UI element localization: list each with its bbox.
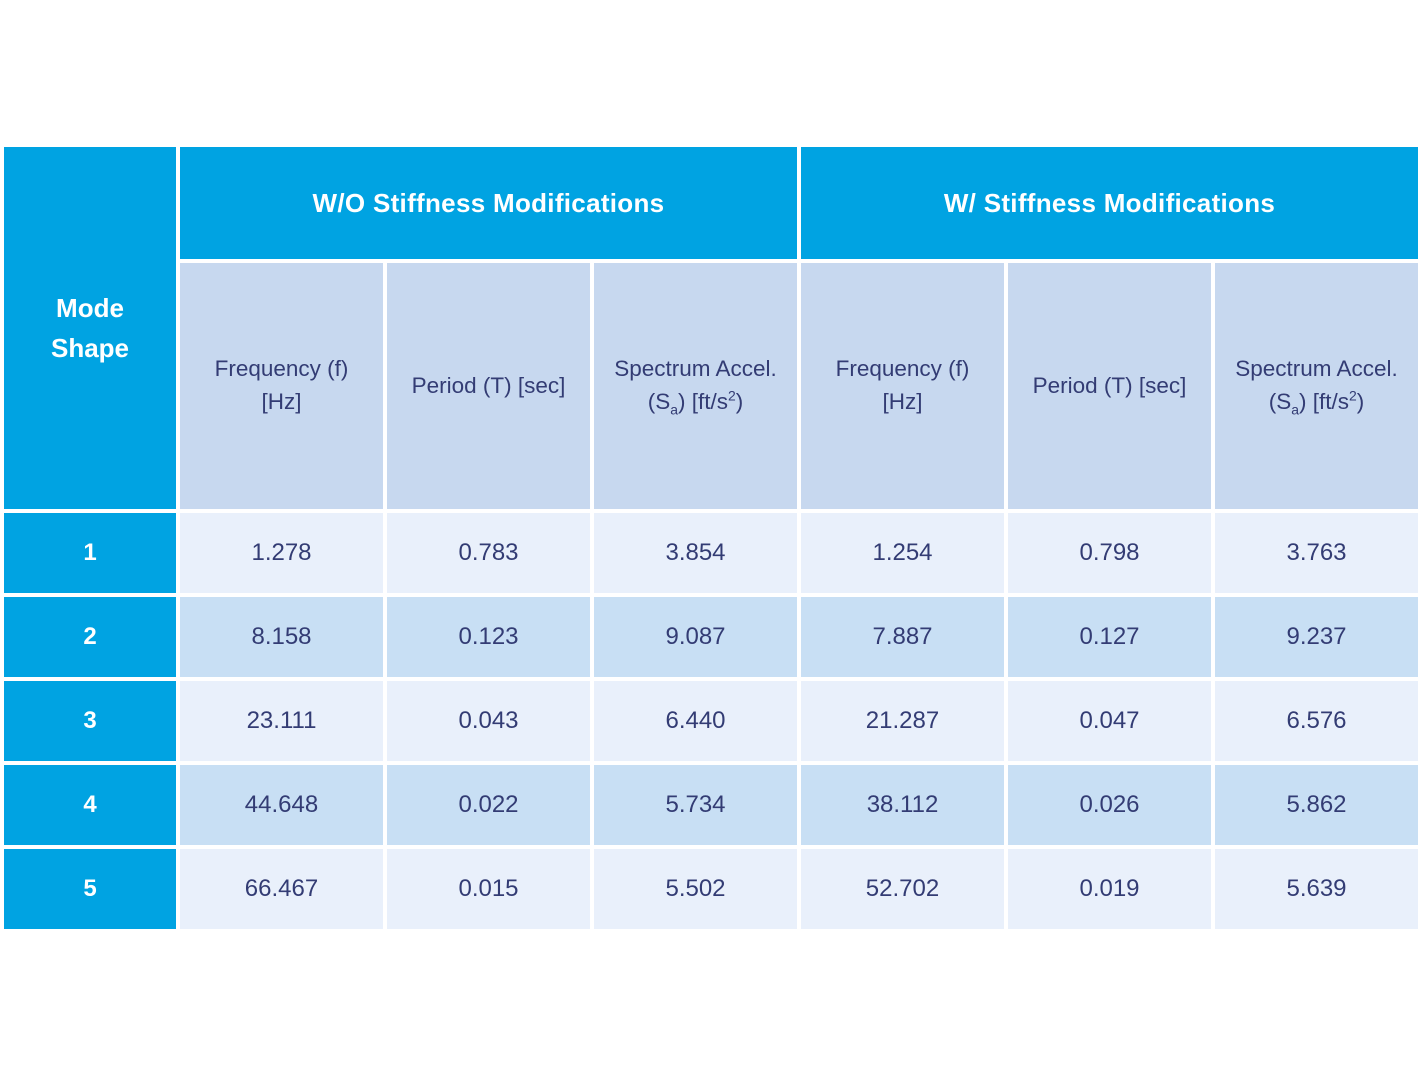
mode-cell: 5 (4, 849, 176, 929)
label-line: Frequency (f) (835, 356, 970, 382)
value-cell: 5.734 (594, 765, 797, 845)
corner-header-mode-shape: Mode Shape (4, 147, 176, 509)
value-cell: 44.648 (180, 765, 383, 845)
label-part: (S (1268, 389, 1292, 414)
col-header-frequency-wo: Frequency (f) [Hz] (180, 263, 383, 509)
label-line-unit: (Sa) [ft/s2) (594, 386, 797, 419)
mode-cell: 3 (4, 681, 176, 761)
value-cell: 23.111 (180, 681, 383, 761)
label-part: (S (647, 389, 671, 414)
value-cell: 3.763 (1215, 513, 1418, 593)
label-part: ) (735, 389, 744, 414)
label-line-unit: (Sa) [ft/s2) (1215, 386, 1418, 419)
table-row: 3 23.111 0.043 6.440 21.287 0.047 6.576 (4, 681, 1418, 761)
value-cell: 0.783 (387, 513, 590, 593)
value-cell: 9.087 (594, 597, 797, 677)
col-header-spectrum-w: Spectrum Accel. (Sa) [ft/s2) (1215, 263, 1418, 509)
group-header-row: Mode Shape W/O Stiffness Modifications W… (4, 147, 1418, 509)
value-cell: 6.576 (1215, 681, 1418, 761)
label-line: [Hz] (261, 389, 302, 414)
value-cell: 0.798 (1008, 513, 1211, 593)
group-header-with-mods: W/ Stiffness Modifications (801, 147, 1418, 259)
value-cell: 5.639 (1215, 849, 1418, 929)
value-cell: 7.887 (801, 597, 1004, 677)
table-row: 1 1.278 0.783 3.854 1.254 0.798 3.763 (4, 513, 1418, 593)
value-cell: 0.047 (1008, 681, 1211, 761)
col-header-frequency-w: Frequency (f) [Hz] (801, 263, 1004, 509)
value-cell: 0.127 (1008, 597, 1211, 677)
label-line: Period (T) [sec] (411, 372, 566, 398)
label-line: Spectrum Accel. (614, 356, 777, 382)
col-header-period-wo: Period (T) [sec] (387, 263, 590, 509)
table-row: 2 8.158 0.123 9.087 7.887 0.127 9.237 (4, 597, 1418, 677)
squared-superscript: 2 (728, 387, 736, 404)
squared-superscript: 2 (1349, 387, 1357, 404)
value-cell: 5.502 (594, 849, 797, 929)
value-cell: 0.043 (387, 681, 590, 761)
value-cell: 0.123 (387, 597, 590, 677)
label-line: Spectrum Accel. (1235, 356, 1398, 382)
column-header-row: Frequency (f) [Hz] Period (T) [sec] Spec… (4, 263, 1418, 509)
modal-analysis-table: Mode Shape W/O Stiffness Modifications W… (0, 143, 1422, 933)
value-cell: 5.862 (1215, 765, 1418, 845)
label-part: ) [ft/s (678, 389, 728, 414)
mode-cell: 1 (4, 513, 176, 593)
label-line: Period (T) [sec] (1032, 372, 1187, 398)
label-line: [Hz] (882, 389, 923, 414)
table-row: 5 66.467 0.015 5.502 52.702 0.019 5.639 (4, 849, 1418, 929)
group-header-without-mods: W/O Stiffness Modifications (180, 147, 797, 259)
value-cell: 0.019 (1008, 849, 1211, 929)
value-cell: 3.854 (594, 513, 797, 593)
modal-analysis-table-wrap: Mode Shape W/O Stiffness Modifications W… (0, 143, 1422, 933)
value-cell: 0.015 (387, 849, 590, 929)
mode-cell: 4 (4, 765, 176, 845)
sa-subscript: a (1291, 401, 1299, 418)
value-cell: 0.026 (1008, 765, 1211, 845)
col-header-spectrum-wo: Spectrum Accel. (Sa) [ft/s2) (594, 263, 797, 509)
value-cell: 9.237 (1215, 597, 1418, 677)
value-cell: 21.287 (801, 681, 1004, 761)
table-row: 4 44.648 0.022 5.734 38.112 0.026 5.862 (4, 765, 1418, 845)
value-cell: 8.158 (180, 597, 383, 677)
label-part: ) (1356, 389, 1365, 414)
value-cell: 0.022 (387, 765, 590, 845)
value-cell: 66.467 (180, 849, 383, 929)
value-cell: 6.440 (594, 681, 797, 761)
label-part: ) [ft/s (1299, 389, 1349, 414)
corner-header-line2: Shape (50, 333, 130, 363)
value-cell: 38.112 (801, 765, 1004, 845)
value-cell: 1.254 (801, 513, 1004, 593)
value-cell: 52.702 (801, 849, 1004, 929)
sa-subscript: a (670, 401, 678, 418)
col-header-period-w: Period (T) [sec] (1008, 263, 1211, 509)
corner-header-line1: Mode (56, 292, 124, 323)
mode-cell: 2 (4, 597, 176, 677)
value-cell: 1.278 (180, 513, 383, 593)
label-line: Frequency (f) (214, 356, 349, 382)
